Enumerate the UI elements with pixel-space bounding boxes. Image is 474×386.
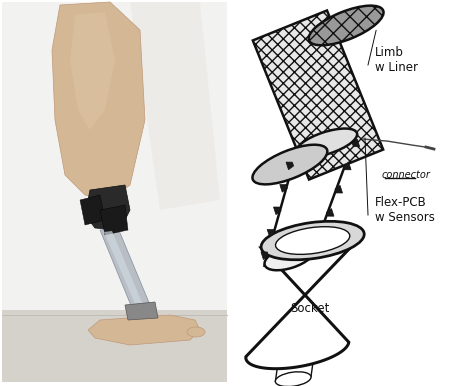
Text: Socket: Socket [290,301,329,315]
Ellipse shape [309,6,383,45]
Polygon shape [104,231,143,306]
Bar [2,2,227,362]
Ellipse shape [264,244,314,270]
Bar [2,310,227,382]
Polygon shape [273,207,281,215]
Polygon shape [344,162,351,170]
Polygon shape [352,139,360,147]
Polygon shape [286,162,293,170]
Polygon shape [246,233,364,369]
Polygon shape [265,133,357,265]
Text: Flex-PCB
w Sensors: Flex-PCB w Sensors [375,196,435,224]
Polygon shape [125,302,158,320]
Polygon shape [267,229,275,237]
Ellipse shape [296,129,357,157]
Text: Limb
w Liner: Limb w Liner [375,46,418,74]
Polygon shape [100,228,150,308]
Polygon shape [130,2,220,210]
Polygon shape [335,185,343,193]
Ellipse shape [275,227,350,254]
Polygon shape [318,232,326,239]
Polygon shape [85,185,130,230]
Text: connector: connector [381,170,430,180]
Polygon shape [261,252,268,259]
Ellipse shape [253,145,328,185]
Polygon shape [280,185,287,192]
Polygon shape [88,315,200,345]
Ellipse shape [275,372,311,386]
Polygon shape [275,347,315,382]
Polygon shape [327,208,334,216]
Polygon shape [70,12,115,130]
Ellipse shape [187,327,205,337]
Polygon shape [80,195,105,225]
Ellipse shape [261,221,364,260]
Polygon shape [253,10,383,179]
Polygon shape [100,205,128,235]
Polygon shape [52,2,145,200]
